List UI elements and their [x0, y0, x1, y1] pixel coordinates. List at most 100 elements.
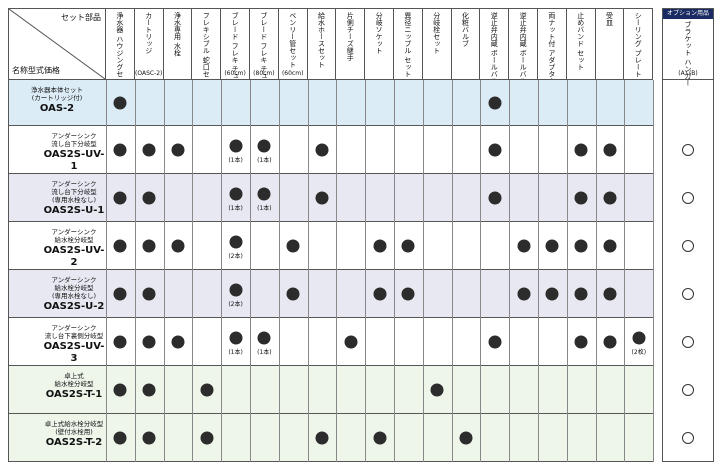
column-label: ブレード フレキ チューブ	[259, 12, 268, 80]
option-column-label: ブラケット ハンガー	[684, 21, 692, 87]
included-dot	[113, 287, 127, 301]
row-description: アンダーシンク 流し台下分岐型	[51, 132, 97, 148]
included-dot	[113, 96, 127, 110]
quantity-note: (1本)	[257, 205, 272, 212]
column-divider	[509, 80, 511, 462]
column-note: (OASC-2)	[135, 70, 163, 77]
option-title: オプション用品	[663, 9, 713, 19]
included-dot	[401, 287, 415, 301]
quantity-note: (1本)	[228, 349, 243, 356]
row-name: 卓上式 給水栓分岐型 OAS2S-T-1	[42, 372, 106, 414]
column-divider	[394, 80, 395, 462]
column-label: 両ナット付 アダプター	[547, 12, 556, 80]
row-description: アンダーシンク 流し台下分岐型 (専用水栓なし)	[51, 180, 97, 204]
included-dot	[488, 96, 502, 110]
included-dot	[229, 235, 243, 249]
option-ring	[682, 144, 694, 156]
included-dot	[113, 431, 127, 445]
column-label: 分岐栓セット	[432, 12, 441, 54]
column-divider	[221, 80, 223, 462]
row-name: アンダーシンク 給水栓分岐型 OAS2S-UV-2	[42, 228, 106, 270]
option-ring	[682, 384, 694, 396]
column-header-10: 分岐ソケット	[365, 8, 394, 80]
included-dot	[315, 191, 329, 205]
row-description: アンダーシンク 給水栓分岐型	[51, 228, 97, 244]
column-divider	[250, 80, 251, 462]
included-dot	[574, 287, 588, 301]
column-note: (60cm)	[224, 70, 246, 77]
included-dot	[603, 239, 617, 253]
included-dot	[315, 431, 329, 445]
included-dot	[113, 383, 127, 397]
row-name: 浄水器本体セット (カートリッジ付) OAS-2	[8, 86, 106, 126]
included-dot	[459, 431, 473, 445]
column-divider	[566, 80, 568, 462]
row-description: 浄水器本体セット (カートリッジ付)	[31, 86, 83, 102]
column-divider	[480, 80, 482, 462]
corner-set-label: セット部品	[61, 13, 101, 22]
column-label: フレキシブル 蛇口セット	[202, 12, 211, 80]
option-ring	[682, 192, 694, 204]
column-header-14: 逆止弁内蔵 ボールバルブ (メス・オス)	[480, 8, 510, 80]
column-header-2: カートリッジ (OASC-2)	[134, 8, 164, 80]
row-model: OAS2S-T-2	[45, 437, 103, 448]
column-label: 浄水器 ハウジングセット	[115, 12, 124, 80]
corner-name-label: 名称型式価格	[12, 66, 60, 75]
row-model: OAS2S-UV-3	[43, 341, 105, 364]
column-divider	[106, 80, 107, 462]
column-header-3: 浄水専用 水栓	[163, 8, 193, 80]
column-divider	[653, 80, 655, 462]
diagonal-line	[9, 9, 105, 79]
included-dot	[315, 143, 329, 157]
included-dot	[200, 431, 214, 445]
column-divider	[538, 80, 539, 462]
included-dot	[286, 287, 300, 301]
column-header-13: 化粧バルブ	[451, 8, 481, 80]
included-dot	[488, 191, 502, 205]
row-name: アンダーシンク 流し台下裏側分岐型 OAS2S-UV-3	[42, 324, 106, 366]
row-name: アンダーシンク 流し台下分岐型 (専用水栓なし) OAS2S-U-1	[42, 180, 106, 222]
row-name: アンダーシンク 給水栓分岐型 (専用水栓なし) OAS2S-U-2	[42, 276, 106, 318]
quantity-note: (2本)	[228, 253, 243, 260]
column-header-8: 給水ホースセット	[307, 8, 337, 80]
column-label: 給水ホースセット	[317, 12, 326, 68]
included-dot	[603, 287, 617, 301]
column-divider	[451, 80, 453, 462]
column-label: ベンリー管セット	[288, 12, 297, 68]
column-header-12: 分岐栓セット	[422, 8, 452, 80]
included-dot	[229, 139, 243, 153]
included-dot	[517, 239, 531, 253]
row-description: アンダーシンク 給水栓分岐型 (専用水栓なし)	[51, 276, 97, 300]
quantity-note: (1本)	[257, 157, 272, 164]
included-dot	[257, 187, 271, 201]
included-dot	[373, 431, 387, 445]
column-header-5: ブレード フレキ チューブ (60cm)	[221, 8, 250, 80]
included-dot	[142, 431, 156, 445]
row-description: アンダーシンク 流し台下裏側分岐型	[44, 324, 104, 340]
column-divider	[336, 80, 338, 462]
included-dot	[545, 239, 559, 253]
column-label: 異径ニップル セット	[403, 12, 412, 78]
included-dot	[603, 143, 617, 157]
column-header-18: 受皿	[595, 8, 625, 80]
quantity-note: (1本)	[228, 205, 243, 212]
option-ring	[682, 240, 694, 252]
included-dot	[632, 331, 646, 345]
included-dot	[373, 287, 387, 301]
included-dot	[517, 287, 531, 301]
included-dot	[401, 239, 415, 253]
row-model: OAS2S-UV-1	[43, 149, 105, 172]
option-ring	[682, 336, 694, 348]
column-label: ブレード フレキ チューブ	[231, 12, 240, 80]
included-dot	[286, 239, 300, 253]
included-dot	[142, 143, 156, 157]
row-model: OAS2S-U-1	[43, 205, 105, 216]
column-header-7: ベンリー管セット (60cm)	[278, 8, 308, 80]
row-model: OAS2S-T-1	[45, 389, 103, 400]
column-divider	[422, 80, 424, 462]
column-label: 分岐ソケット	[375, 12, 384, 54]
row-description: 卓上式 給水栓分岐型	[54, 372, 94, 388]
included-dot	[142, 239, 156, 253]
corner-header: セット部品 名称型式価格	[8, 8, 106, 80]
option-ring	[682, 432, 694, 444]
